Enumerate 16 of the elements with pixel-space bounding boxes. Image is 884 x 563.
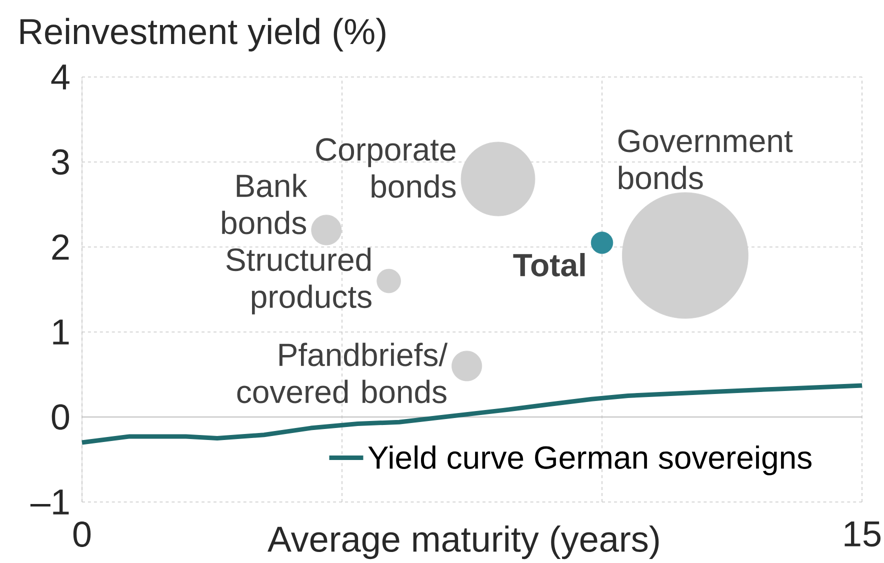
x-tick-label: 15 [844,522,881,547]
y-tick-label: 0 [52,404,70,430]
series-label: Yield curve German sovereigns [368,445,812,476]
y-tick-label: 2 [52,234,69,260]
legend-label: Pfandbriefs/ covered bonds [237,342,448,404]
y-tick-label: 3 [52,149,69,175]
series-label: Corporate bonds [316,138,456,198]
y-tick-label: 4 [51,64,70,90]
y-tick-label: –1 [30,490,69,514]
legend-label: Structured products [226,248,372,314]
legend-label: Total [513,253,585,276]
y-tick-label: 1 [53,320,69,344]
x-axis-title: Average maturity (years) [268,526,659,560]
series-label: Government bonds [618,130,793,190]
y-axis-title: Reinvestment yield (%) [20,18,386,52]
series-label: Bank bonds [222,174,308,234]
